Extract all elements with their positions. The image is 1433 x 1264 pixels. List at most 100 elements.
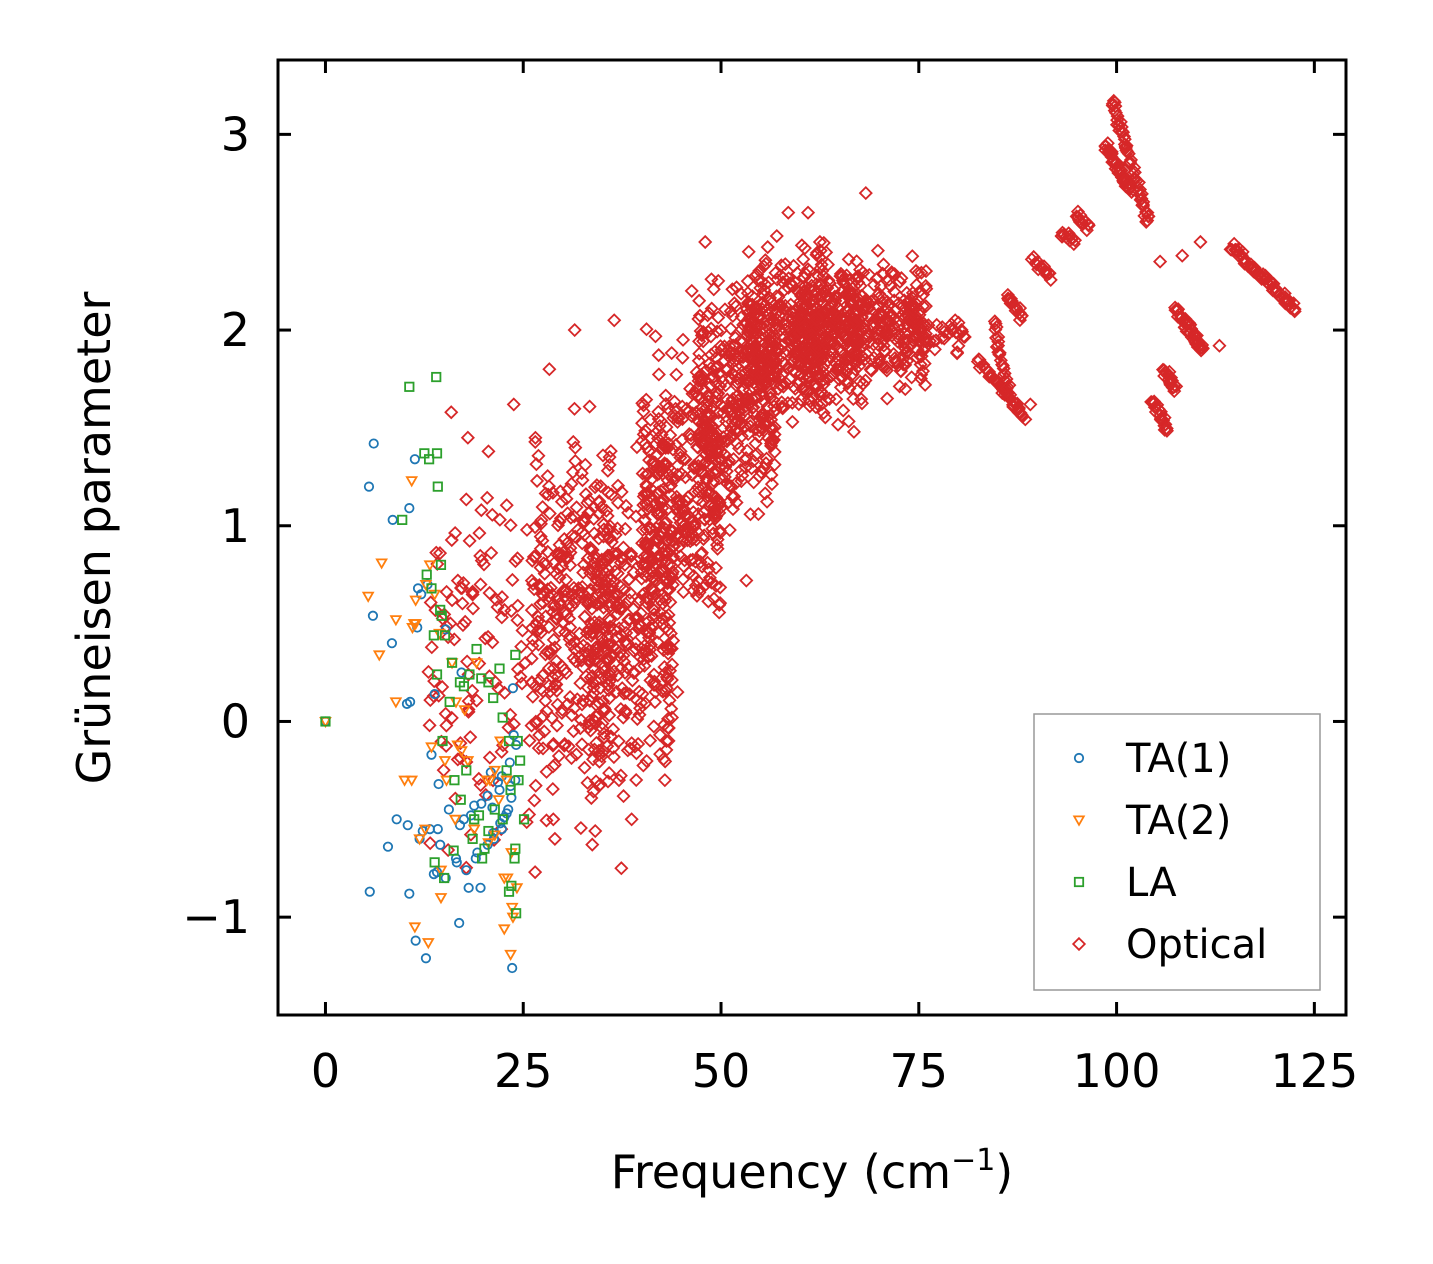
optical-point: [526, 549, 541, 564]
optical-point: [691, 311, 706, 327]
optical-point: [696, 481, 711, 496]
ta-1-point: [387, 514, 398, 525]
ta-2-point: [493, 736, 507, 748]
optical-point: [639, 548, 654, 563]
ta-1-point: [507, 683, 519, 694]
ta-1-point: [470, 853, 481, 864]
optical-point: [928, 333, 944, 348]
optical-point: [648, 329, 663, 344]
optical-point: [460, 654, 475, 669]
optical-point: [661, 720, 676, 736]
la-point: [448, 845, 459, 856]
optical-point: [761, 275, 776, 290]
optical-point: [533, 529, 548, 544]
la-point: [518, 814, 530, 825]
optical-point: [704, 301, 719, 316]
ta-2-point: [504, 949, 517, 961]
optical-point: [664, 710, 680, 725]
optical-point: [536, 709, 551, 724]
series-la: [320, 371, 530, 919]
optical-point: [476, 557, 492, 572]
optical-point: [614, 484, 629, 499]
optical-point: [830, 300, 846, 315]
optical-point: [652, 466, 667, 481]
ta-2-point: [408, 922, 422, 934]
ta-1-point: [402, 820, 413, 831]
optical-point: [606, 749, 621, 765]
la-point: [513, 775, 524, 786]
optical-point: [658, 665, 673, 680]
ta-2-point: [482, 838, 495, 850]
optical-point: [541, 619, 556, 635]
optical-point: [448, 791, 463, 806]
optical-point: [601, 529, 616, 544]
optical-point: [567, 322, 582, 338]
optical-point: [534, 513, 549, 528]
optical-point: [675, 496, 690, 511]
optical-point: [691, 388, 706, 403]
ta-2-point: [405, 476, 419, 488]
optical-point: [568, 454, 583, 469]
la-point: [424, 454, 435, 465]
optical-point: [683, 553, 698, 568]
ta-2-point: [510, 883, 524, 895]
optical-point: [1158, 417, 1173, 432]
optical-point: [712, 605, 727, 620]
optical-point: [548, 668, 563, 683]
optical-point: [988, 322, 1003, 337]
optical-point: [686, 568, 701, 584]
y-tick-label: 2: [221, 303, 250, 357]
optical-point: [723, 304, 738, 319]
optical-point: [586, 784, 601, 799]
optical-point: [990, 338, 1006, 353]
optical-point: [854, 392, 869, 407]
optical-point: [788, 334, 803, 349]
optical-point: [761, 343, 776, 358]
optical-point: [633, 649, 648, 665]
optical-point: [730, 436, 745, 451]
optical-point: [664, 571, 679, 586]
legend-label-ta-1: TA(1): [1125, 736, 1231, 782]
optical-point: [567, 700, 582, 716]
optical-point: [462, 533, 477, 548]
ta-2-point: [398, 775, 411, 787]
optical-point: [590, 580, 605, 595]
la-point: [471, 643, 482, 655]
ta-1-point: [454, 917, 465, 929]
optical-point: [625, 673, 640, 688]
optical-point: [472, 526, 487, 541]
ta-1-point: [428, 868, 439, 880]
optical-point: [719, 434, 734, 449]
optical-point: [608, 527, 623, 542]
optical-point: [655, 617, 671, 632]
optical-point: [539, 764, 554, 779]
optical-point: [723, 344, 738, 359]
optical-point: [739, 301, 755, 316]
optical-point: [615, 681, 630, 696]
optical-point: [567, 509, 582, 524]
optical-point: [424, 640, 439, 655]
optical-point: [596, 726, 612, 741]
optical-point: [667, 394, 682, 409]
optical-point: [587, 662, 602, 677]
optical-point: [1115, 125, 1131, 140]
optical-point: [729, 280, 744, 295]
optical-point: [840, 374, 855, 389]
optical-point: [524, 718, 539, 733]
optical-point: [873, 279, 888, 294]
la-point: [503, 886, 515, 897]
optical-point: [547, 831, 562, 846]
optical-point: [692, 582, 707, 597]
optical-point: [557, 738, 572, 753]
optical-point: [739, 573, 754, 588]
optical-point: [566, 434, 581, 450]
optical-point: [793, 357, 808, 372]
optical-point: [775, 401, 790, 416]
optical-point: [545, 782, 560, 797]
optical-point: [642, 642, 658, 657]
optical-point: [660, 473, 675, 488]
optical-point: [893, 364, 908, 379]
legend: TA(1) TA(2) LA Optical: [1033, 713, 1321, 991]
optical-point: [841, 290, 856, 305]
optical-point: [665, 564, 680, 579]
